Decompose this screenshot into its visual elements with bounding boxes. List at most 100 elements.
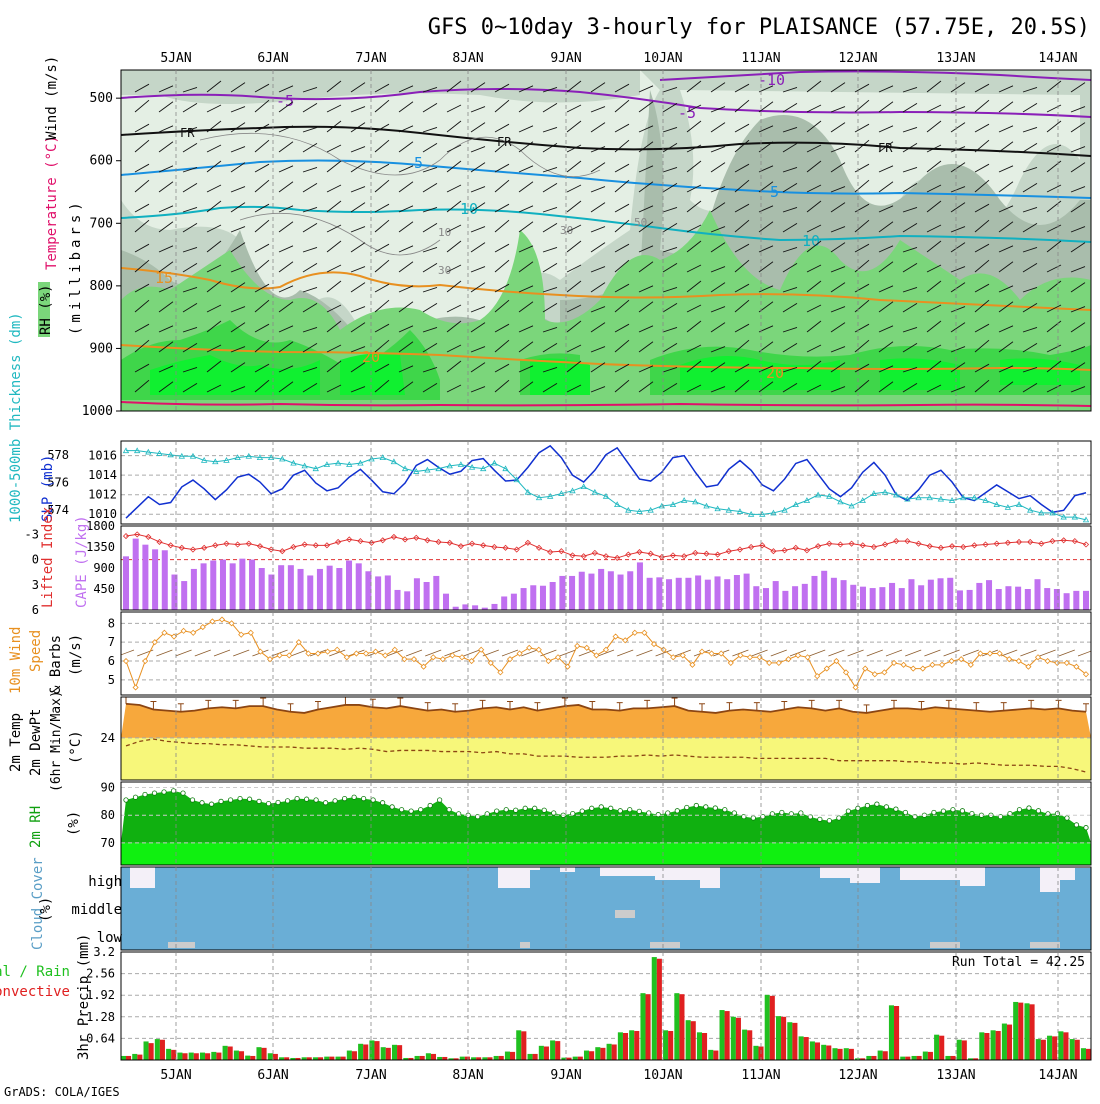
rh2m-point [294,795,300,802]
wind10-barb [924,649,941,657]
wind-barb [590,266,606,273]
thickness-point [1015,501,1023,508]
wind-barb [638,301,654,313]
wind-barb [518,85,534,93]
cape-bar [520,588,527,610]
rh2m-point [598,804,604,810]
wind-barb [302,366,318,373]
slp-tick-label: 1010 [88,507,117,521]
precip-total-bar [990,1030,996,1060]
wind-barb [206,104,222,113]
wind-barb [1046,384,1062,393]
temp-tick-label: 24 [101,731,115,745]
wind-barb [758,85,774,93]
precip-conv-bar [126,1055,132,1060]
wind-barb [158,381,174,393]
wind-barb [470,242,486,253]
wind-tick-label: 6 [108,654,115,668]
wind-barb [782,206,798,213]
wind-barb [710,82,726,93]
cape-bar [423,582,430,610]
li-point [368,539,375,546]
wind-barb [974,219,990,233]
thickness-point [1049,509,1056,516]
wind-barb [830,242,846,253]
thickness-point [390,458,398,465]
thickness-tick-label: 574 [47,503,69,517]
wind-barb [230,82,246,93]
precip-total-bar [708,1049,714,1060]
wind-barb [854,179,870,193]
precip-total-bar [403,1057,409,1060]
wind-barb [734,323,750,333]
wind-barb [782,166,798,173]
mb-axis-label: (millibars) [68,198,84,335]
li-ticks: -3 0 3 6 450 900 1350 1800 [25,519,115,617]
cape-bar [792,586,799,610]
rh2m-point [170,788,177,794]
wind-tick-label: 5 [108,673,115,687]
wind10-point [382,652,389,659]
wind-barb [590,322,606,333]
wind10-barb [578,649,595,657]
li-point [926,543,933,550]
rh2m-point [361,795,367,802]
wind-barb [638,85,654,93]
wind-barb [854,203,870,213]
wind-barb [782,343,798,353]
wind-barb [926,104,942,113]
wind-barb [806,320,822,333]
thickness-point [535,494,543,501]
precip-conv-bar [510,1051,516,1060]
wind-barb [710,122,726,133]
li-point [848,540,855,547]
wind-barb [902,183,918,193]
thickness-point [569,487,576,494]
rh2m-point [788,811,794,817]
thickness-point [725,506,732,513]
li-point [658,554,665,561]
wind-barb [422,263,438,273]
wind-barb [638,125,654,133]
cape-bar [1063,593,1070,610]
wind-barb [518,165,534,173]
wind-barb [446,184,462,193]
wind-barb [878,301,894,313]
rh2m-series-group [121,788,1091,865]
wind-barb [398,365,414,373]
precip-conv-bar [272,1053,278,1060]
wind-barb [470,186,486,193]
wind10-point [967,661,974,668]
wind-barb [326,144,342,153]
li-point [167,542,174,549]
rh2m-point [665,810,671,816]
wind-barb [974,243,990,253]
cape-bar [695,575,702,610]
upper-y-tick-label: 1000 [82,404,113,419]
wind10-point [1034,654,1042,661]
wind10-barb [885,649,903,657]
wind-barb [590,346,606,353]
wind-barb [614,243,630,253]
wind10-point [449,652,456,659]
wind-barb [350,146,366,153]
thickness-point [468,463,476,470]
wind-barb [782,383,798,393]
precip-conv-bar [1063,1032,1069,1060]
precip-total-bar [1035,1039,1041,1060]
wind-barb [302,303,318,313]
thickness-point [960,494,967,501]
wind-barb [398,205,414,213]
bottom-day-axis: 5JAN 6JAN 7JAN 8JAN 9JAN 10JAN 11JAN 12JAN 13JAN… [160,1068,1077,1083]
wind-barb [302,143,318,153]
wind10-barb [463,649,480,657]
wind-barb [998,245,1014,253]
precip-conv-bar [498,1055,504,1060]
rh2m-point [807,814,813,820]
wind-barb [158,325,174,333]
precip-total-bar [222,1045,228,1060]
wind10-point [190,629,197,636]
precip-total-bar [945,1055,951,1060]
wind10-point [622,637,629,644]
wind-barb [878,125,894,133]
